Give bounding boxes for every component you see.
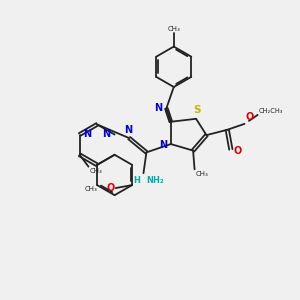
Text: H: H: [134, 176, 140, 184]
Text: CH₃: CH₃: [90, 168, 102, 174]
Text: CH₃: CH₃: [85, 186, 97, 192]
Text: CH₃: CH₃: [167, 26, 180, 32]
Text: CH₂CH₃: CH₂CH₃: [259, 108, 283, 114]
Text: CH₃: CH₃: [195, 171, 208, 177]
Text: S: S: [194, 105, 201, 115]
Text: N: N: [103, 129, 111, 139]
Text: N: N: [154, 103, 162, 113]
Text: N: N: [83, 129, 92, 139]
Text: N: N: [159, 140, 167, 150]
Text: O: O: [234, 146, 242, 156]
Text: O: O: [246, 112, 254, 122]
Text: O: O: [106, 183, 115, 193]
Text: NH₂: NH₂: [146, 176, 164, 184]
Text: N: N: [124, 124, 132, 134]
